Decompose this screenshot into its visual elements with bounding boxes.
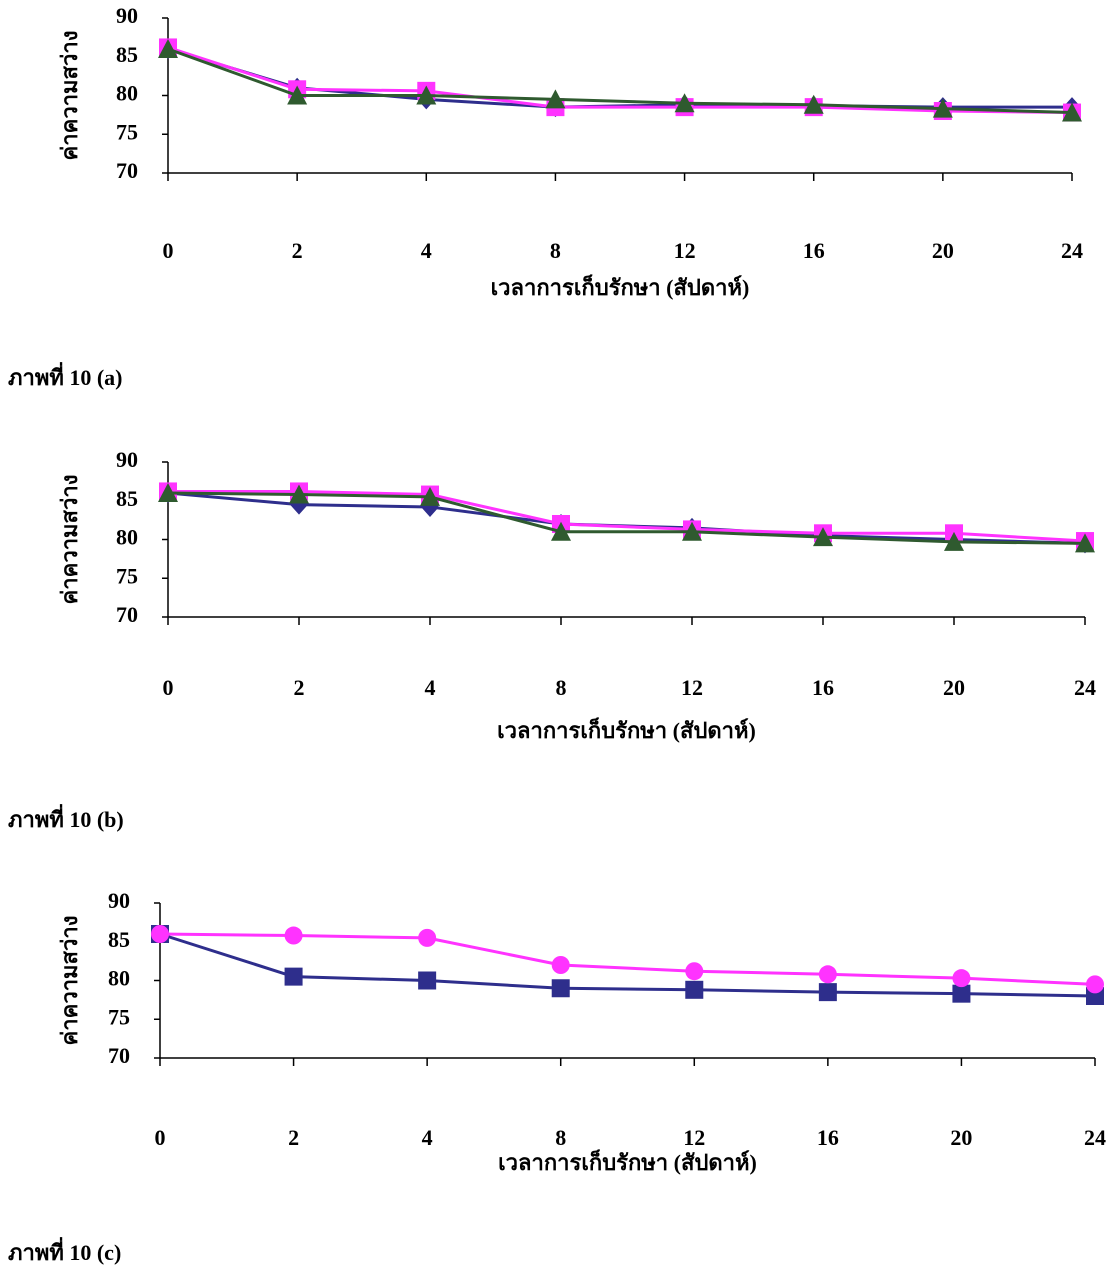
marker bbox=[552, 979, 570, 997]
x-tick-label: 8 bbox=[550, 238, 561, 263]
x-tick-label: 4 bbox=[422, 1125, 433, 1150]
marker bbox=[952, 985, 970, 1003]
x-axis-title: เวลาการเก็บรักษา (สัปดาห์) bbox=[498, 1148, 757, 1175]
y-tick-label: 90 bbox=[116, 447, 138, 472]
x-tick-label: 2 bbox=[292, 238, 303, 263]
x-tick-label: 16 bbox=[817, 1125, 839, 1150]
x-tick-label: 16 bbox=[803, 238, 825, 263]
y-tick-label: 80 bbox=[116, 525, 138, 550]
y-axis-title: ค่าความสว่าง bbox=[57, 475, 82, 605]
marker bbox=[819, 983, 837, 1001]
x-tick-label: 20 bbox=[932, 238, 954, 263]
x-tick-label: 20 bbox=[943, 675, 965, 700]
caption: ภาพที่ 10 (a) bbox=[8, 361, 123, 390]
y-tick-label: 90 bbox=[108, 888, 130, 913]
marker bbox=[685, 962, 703, 980]
x-tick-label: 16 bbox=[812, 675, 834, 700]
marker bbox=[151, 925, 169, 943]
x-tick-label: 12 bbox=[674, 238, 696, 263]
y-tick-label: 80 bbox=[108, 966, 130, 991]
x-tick-label: 4 bbox=[425, 675, 436, 700]
x-tick-label: 8 bbox=[556, 675, 567, 700]
y-tick-label: 85 bbox=[116, 42, 138, 67]
caption: ภาพที่ 10 (b) bbox=[8, 803, 124, 832]
marker bbox=[285, 927, 303, 945]
y-tick-label: 90 bbox=[116, 3, 138, 28]
marker bbox=[418, 929, 436, 947]
y-tick-label: 70 bbox=[108, 1043, 130, 1068]
x-tick-label: 2 bbox=[288, 1125, 299, 1150]
x-tick-label: 24 bbox=[1061, 238, 1083, 263]
x-tick-label: 0 bbox=[163, 675, 174, 700]
y-tick-label: 75 bbox=[116, 119, 138, 144]
x-tick-label: 12 bbox=[681, 675, 703, 700]
marker bbox=[418, 972, 436, 990]
y-tick-label: 75 bbox=[116, 563, 138, 588]
y-tick-label: 80 bbox=[116, 81, 138, 106]
x-tick-label: 2 bbox=[294, 675, 305, 700]
caption: ภาพที่ 10 (c) bbox=[8, 1236, 121, 1265]
y-axis-title: ค่าความสว่าง bbox=[57, 31, 82, 161]
x-tick-label: 0 bbox=[163, 238, 174, 263]
y-tick-label: 70 bbox=[116, 602, 138, 627]
y-tick-label: 75 bbox=[108, 1004, 130, 1029]
y-tick-label: 85 bbox=[116, 486, 138, 511]
x-tick-label: 4 bbox=[421, 238, 432, 263]
x-tick-label: 24 bbox=[1074, 675, 1096, 700]
page: 7075808590024812162024เวลาการเก็บรักษา (… bbox=[0, 0, 1120, 1281]
x-tick-label: 24 bbox=[1084, 1125, 1106, 1150]
marker bbox=[285, 968, 303, 986]
marker bbox=[1086, 975, 1104, 993]
y-tick-label: 85 bbox=[108, 927, 130, 952]
x-tick-label: 0 bbox=[155, 1125, 166, 1150]
marker bbox=[819, 965, 837, 983]
y-tick-label: 70 bbox=[116, 158, 138, 183]
x-tick-label: 12 bbox=[683, 1125, 705, 1150]
x-axis-title: เวลาการเก็บรักษา (สัปดาห์) bbox=[497, 716, 756, 743]
x-tick-label: 20 bbox=[950, 1125, 972, 1150]
marker bbox=[552, 956, 570, 974]
x-axis-title: เวลาการเก็บรักษา (สัปดาห์) bbox=[491, 273, 750, 300]
marker bbox=[952, 969, 970, 987]
marker bbox=[685, 981, 703, 999]
y-axis-title: ค่าความสว่าง bbox=[57, 916, 82, 1046]
x-tick-label: 8 bbox=[555, 1125, 566, 1150]
